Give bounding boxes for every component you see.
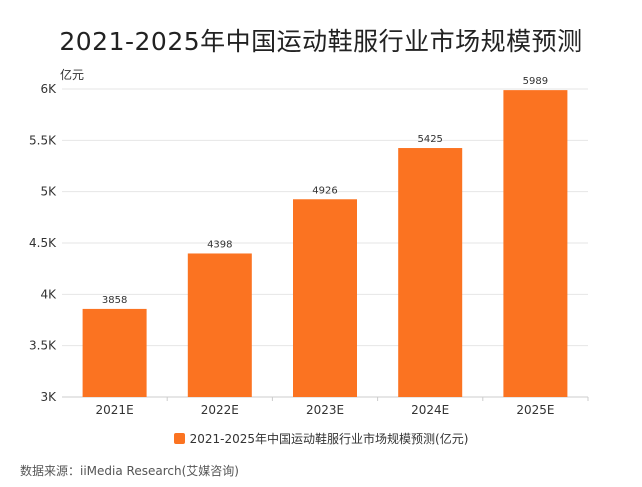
- legend[interactable]: 2021-2025年中国运动鞋服行业市场规模预测(亿元): [0, 430, 642, 447]
- bar-2021E: [82, 308, 147, 397]
- data-label: 5425: [417, 134, 442, 145]
- y-axis-label: 亿元: [60, 67, 84, 82]
- data-label: 3858: [102, 295, 127, 306]
- y-tick-label: 4K: [40, 287, 57, 301]
- x-tick-label: 2021E: [96, 403, 134, 417]
- y-tick-label: 4.5K: [29, 236, 57, 250]
- legend-label: 2021-2025年中国运动鞋服行业市场规模预测(亿元): [189, 432, 469, 446]
- x-tick-label: 2023E: [306, 403, 344, 417]
- x-tick-label: 2025E: [516, 403, 554, 417]
- y-tick-label: 6K: [40, 82, 57, 96]
- x-tick-label: 2024E: [411, 403, 449, 417]
- bar-2022E: [187, 253, 252, 397]
- source-note: 数据来源：iiMedia Research(艾媒咨询): [20, 464, 239, 478]
- y-tick-label: 3K: [40, 390, 57, 404]
- legend-swatch: [173, 433, 185, 444]
- y-tick-label: 5.5K: [29, 133, 57, 147]
- bar-2023E: [293, 199, 357, 397]
- y-tick-label: 3.5K: [29, 339, 57, 353]
- bar-2024E: [398, 148, 463, 397]
- y-tick-label: 5K: [40, 185, 57, 199]
- data-label: 5989: [523, 76, 548, 87]
- chart-title: 2021-2025年中国运动鞋服行业市场规模预测: [59, 27, 583, 56]
- x-tick-label: 2022E: [201, 403, 239, 417]
- bar-2025E: [503, 90, 568, 397]
- data-label: 4398: [207, 239, 232, 250]
- data-label: 4926: [312, 185, 337, 196]
